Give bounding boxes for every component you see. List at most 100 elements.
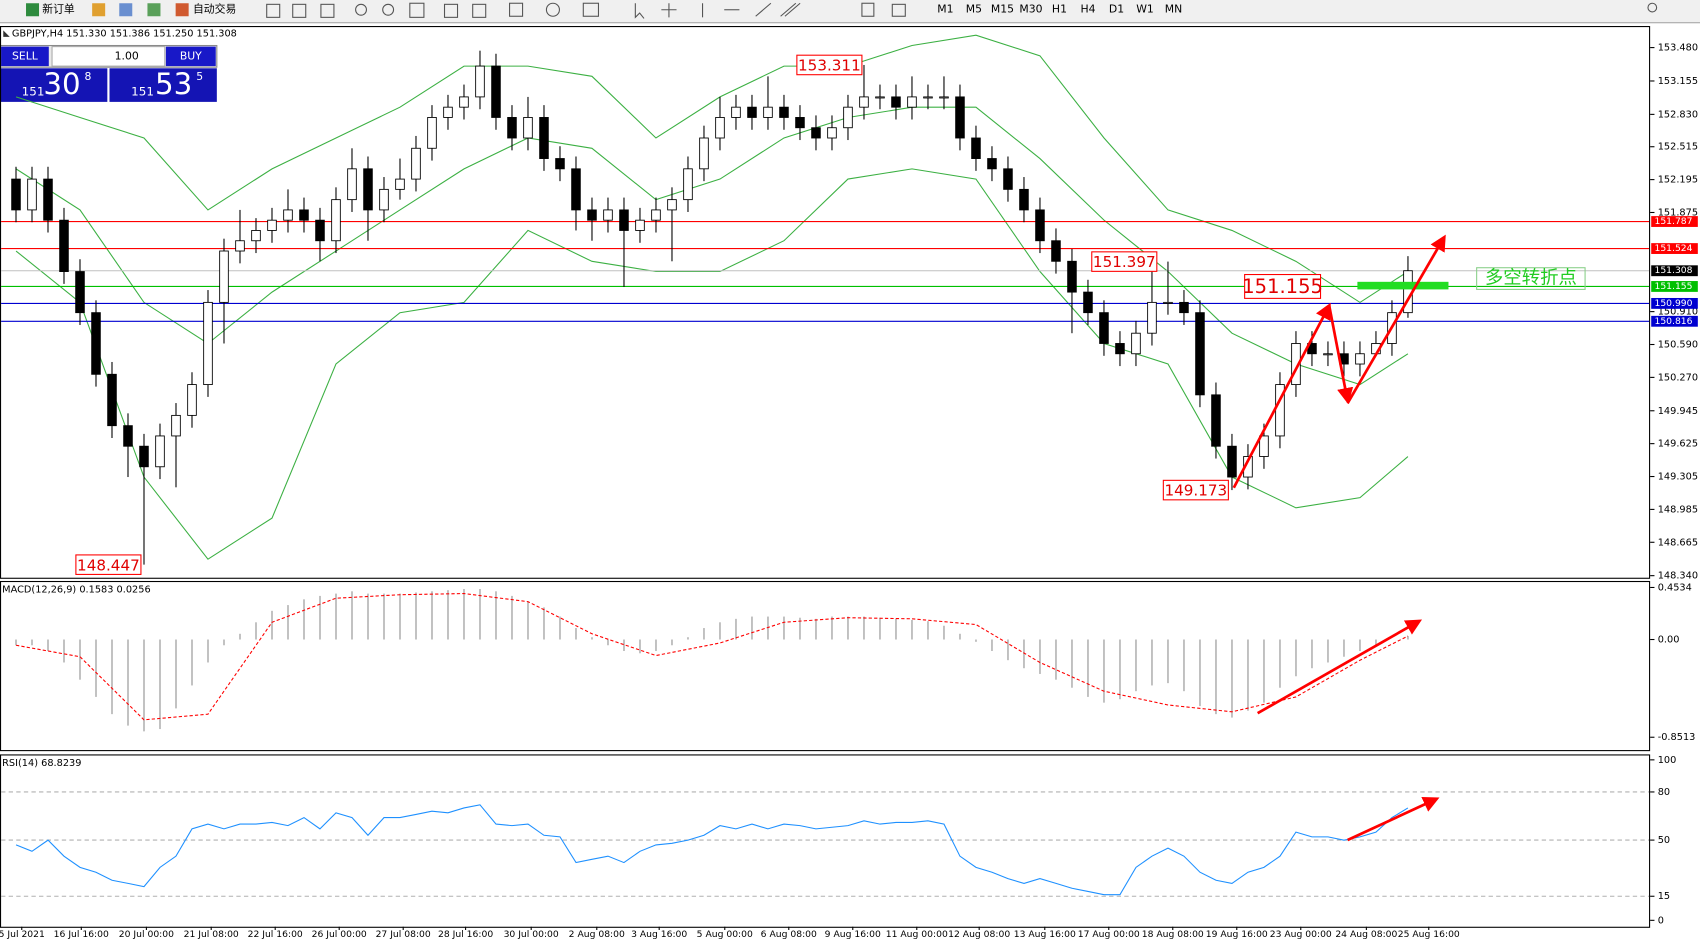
x-tick-label: 27 Jul 08:00 (376, 929, 431, 940)
bid-point: 8 (85, 70, 92, 83)
crosshair-tool[interactable] (661, 3, 677, 18)
candle-body (1227, 445, 1237, 478)
bid-big-figure: 151 (22, 85, 45, 99)
buy-button[interactable] (165, 46, 216, 67)
candle-body (1163, 301, 1173, 304)
channel-tool[interactable] (780, 2, 801, 17)
y-tick-label: 0.00 (1658, 635, 1680, 646)
y-tick-label: 150.590 (1658, 340, 1698, 351)
bollinger-middle (15, 106, 1409, 386)
toolbar-icon[interactable] (147, 3, 161, 17)
candle-body (27, 178, 37, 211)
y-tick-label: 150.270 (1658, 372, 1698, 383)
tool-icon[interactable] (443, 3, 459, 18)
candle-body (651, 209, 661, 221)
candle-body (459, 96, 469, 108)
y-tick-label: 80 (1658, 787, 1670, 798)
price-annotation-box (796, 54, 863, 76)
tool-icon[interactable] (266, 3, 281, 18)
hand-drawn: 多空转折点 (1232, 234, 1586, 842)
tool-icon[interactable] (292, 3, 307, 18)
candle-body (107, 373, 117, 427)
auto-trading-icon[interactable] (175, 3, 189, 17)
x-tick-label: 26 Jul 00:00 (312, 929, 367, 940)
trendline-tool[interactable] (755, 2, 772, 17)
tool-icon[interactable] (891, 3, 906, 17)
arrow (1256, 619, 1423, 715)
price-label: 150.990 (1654, 298, 1692, 309)
candle-body (11, 178, 21, 211)
candle-body (1115, 343, 1125, 355)
candle-body (283, 209, 293, 221)
price-annotation-box (1091, 251, 1158, 272)
auto-trading-button[interactable]: 自动交易 (193, 2, 236, 16)
buy-label[interactable]: BUY (180, 49, 202, 62)
toolbar-icon[interactable] (119, 3, 133, 17)
timeframe-button[interactable]: W1 (1136, 3, 1154, 16)
arrows (1232, 234, 1446, 842)
bollinger-upper (15, 34, 1409, 304)
symbol-icon (3, 30, 10, 37)
tool-icon[interactable] (509, 2, 524, 17)
candle-body (811, 127, 821, 139)
tool-icon[interactable] (472, 3, 487, 18)
timeframe-button[interactable]: MN (1165, 3, 1182, 16)
candle-body (347, 168, 357, 201)
timeframe-button[interactable]: M15 (991, 3, 1014, 16)
candle-body (939, 96, 949, 99)
search[interactable] (1647, 2, 1658, 13)
price-label-bg (1651, 281, 1698, 292)
price-annotation-box (75, 554, 142, 575)
timeframe-button[interactable]: M1 (937, 3, 953, 16)
timeframe-button[interactable]: H1 (1052, 3, 1067, 16)
price-annotation: 153.311 (798, 57, 861, 75)
candle-body (923, 96, 933, 99)
candle-body (699, 137, 709, 170)
label-tool[interactable] (861, 2, 875, 17)
tool-icon[interactable] (409, 2, 425, 18)
turning-point-box (1476, 267, 1586, 290)
candle-body (443, 106, 453, 118)
candle-body (891, 96, 901, 108)
sell-label[interactable]: SELL (12, 49, 38, 62)
panel-frames (0, 26, 1651, 928)
tool-icon[interactable] (545, 2, 560, 17)
candle-body (827, 127, 837, 139)
price-label-bg (1651, 243, 1698, 254)
candle-body (155, 435, 165, 468)
bid-pips: 30 (43, 67, 80, 101)
candle-body (875, 96, 885, 99)
ask-box[interactable] (109, 68, 217, 102)
sell-button[interactable] (1, 46, 49, 67)
candle-body (363, 168, 373, 211)
timeframe-button[interactable]: D1 (1109, 3, 1124, 16)
bid-box[interactable] (0, 68, 108, 102)
toolbar-icon[interactable] (92, 3, 106, 17)
new-order-button[interactable]: 新订单 (42, 2, 75, 16)
y-tick-label: 0 (1658, 915, 1664, 926)
zoom-in[interactable] (355, 3, 367, 16)
y-tick-label: 150.910 (1658, 307, 1698, 318)
arrow (1327, 305, 1354, 405)
candle-body (1355, 353, 1365, 365)
candle-body (955, 96, 965, 139)
candle-body (843, 106, 853, 129)
timeframe-button[interactable]: H4 (1080, 3, 1095, 16)
y-tick-label: 153.480 (1658, 43, 1698, 54)
arrow (1232, 302, 1331, 489)
arrow (1346, 234, 1446, 404)
new-order-icon[interactable] (26, 3, 40, 17)
ask-pips: 53 (155, 67, 192, 101)
zoom-out[interactable] (382, 3, 395, 16)
timeframe-button[interactable]: M30 (1019, 3, 1042, 16)
candle-body (587, 209, 597, 221)
x-tick-label: 28 Jul 16:00 (438, 929, 493, 940)
cursor-tool[interactable] (634, 3, 645, 19)
lot-value[interactable]: 1.00 (115, 49, 139, 62)
timeframe-button[interactable]: M5 (966, 3, 982, 16)
candle-body (507, 117, 517, 139)
lot-input[interactable] (51, 46, 166, 67)
tool-icon[interactable] (582, 2, 600, 17)
candle-body (491, 65, 501, 118)
tool-icon[interactable] (320, 3, 335, 18)
